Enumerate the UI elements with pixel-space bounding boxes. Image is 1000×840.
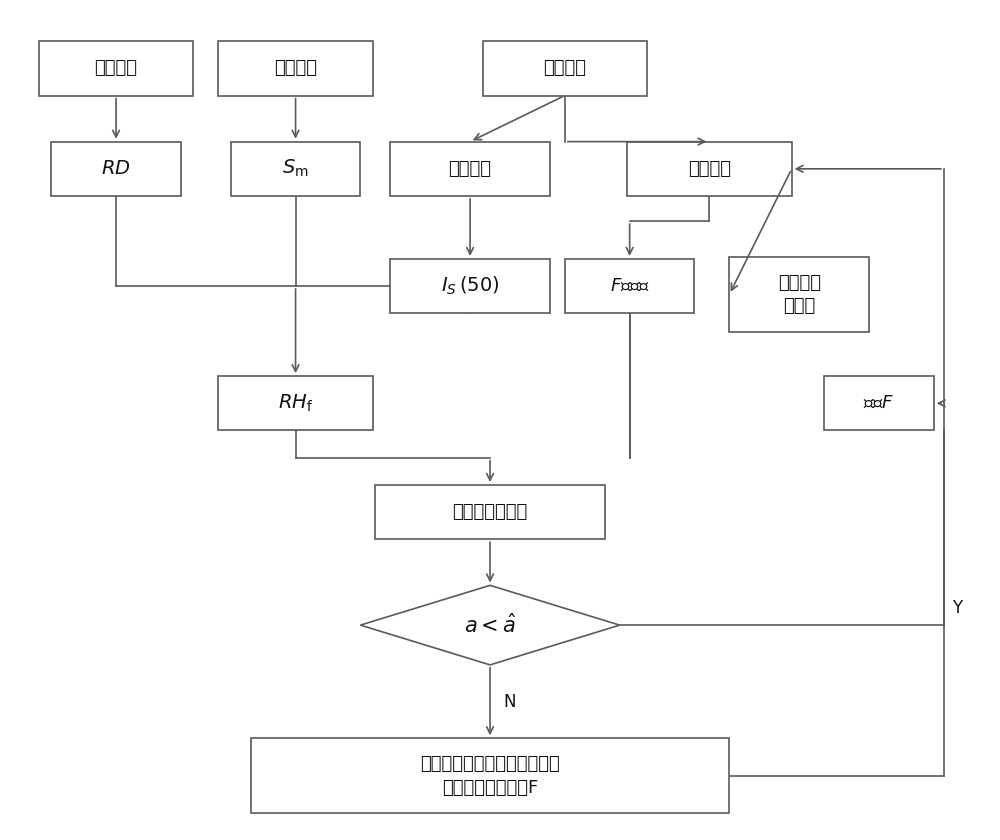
Bar xyxy=(729,257,869,332)
Text: 掘进参数: 掘进参数 xyxy=(688,160,731,178)
Bar xyxy=(565,259,694,313)
Bar xyxy=(251,738,729,813)
Text: Y: Y xyxy=(952,600,962,617)
Bar xyxy=(390,259,550,313)
Bar xyxy=(39,41,193,96)
Polygon shape xyxy=(360,585,620,665)
Text: 勘察资料: 勘察资料 xyxy=(274,60,317,77)
Bar xyxy=(51,142,181,196)
Text: 掘进效率预测值: 掘进效率预测值 xyxy=(452,503,528,521)
Text: $a < \hat{a}$: $a < \hat{a}$ xyxy=(464,613,516,637)
Bar xyxy=(824,376,934,430)
Text: 钻孔取样: 钻孔取样 xyxy=(95,60,138,77)
Bar xyxy=(218,376,373,430)
Bar xyxy=(627,142,792,196)
Text: $RH_\mathrm{f}$: $RH_\mathrm{f}$ xyxy=(278,392,313,414)
Text: 渣土采样: 渣土采样 xyxy=(449,160,492,178)
Text: $S_\mathrm{m}$: $S_\mathrm{m}$ xyxy=(282,158,309,180)
Text: 现场掘进: 现场掘进 xyxy=(543,60,586,77)
Text: $I_S\,(50)$: $I_S\,(50)$ xyxy=(441,275,499,297)
Bar xyxy=(483,41,647,96)
Bar xyxy=(218,41,373,96)
Text: 维持掘进参数，若刀盘扭矩超
过预警值，则降低F: 维持掘进参数，若刀盘扭矩超 过预警值，则降低F xyxy=(420,755,560,796)
Bar xyxy=(231,142,360,196)
Bar xyxy=(390,142,550,196)
Text: 掘进效率
实测值: 掘进效率 实测值 xyxy=(778,274,821,315)
Bar xyxy=(375,485,605,539)
Text: 增大$F$: 增大$F$ xyxy=(863,394,894,412)
Text: $F$实测值: $F$实测值 xyxy=(610,277,650,295)
Text: N: N xyxy=(503,692,515,711)
Text: $RD$: $RD$ xyxy=(101,160,131,178)
